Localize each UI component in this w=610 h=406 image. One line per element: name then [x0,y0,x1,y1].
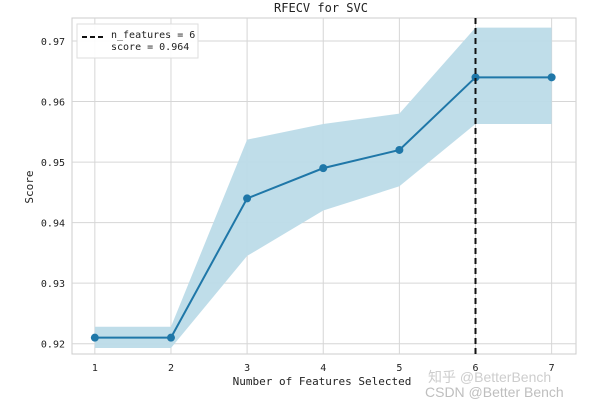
score-point [395,145,404,154]
y-axis-label: Score [23,170,36,203]
y-tick-label: 0.92 [41,340,65,351]
y-tick-label: 0.96 [41,98,65,109]
x-tick-label: 4 [320,363,326,374]
score-point [166,333,175,342]
score-point [547,73,556,82]
watermark-zhihu: 知乎 @BetterBench [428,369,551,385]
y-tick-label: 0.95 [41,158,65,169]
score-points [90,73,556,342]
score-point [471,73,480,82]
x-tick-label: 7 [549,363,555,374]
x-axis-ticks: 1 2 3 4 5 6 7 [92,363,555,374]
x-tick-label: 6 [472,363,478,374]
legend: n_features = 6 score = 0.964 [76,23,199,59]
y-tick-label: 0.94 [41,219,65,230]
legend-n-features: n_features = 6 [111,30,195,41]
x-tick-label: 3 [244,363,250,374]
x-axis-label: Number of Features Selected [233,375,412,388]
x-tick-label: 2 [168,363,174,374]
legend-box [76,23,199,59]
watermark-csdn: CSDN @Better Bench [425,384,564,400]
score-point [319,164,328,173]
legend-score: score = 0.964 [111,42,189,53]
x-tick-label: 1 [92,363,98,374]
y-axis-ticks: 0.92 0.93 0.94 0.95 0.96 0.97 [41,37,65,351]
y-tick-label: 0.97 [41,37,65,48]
score-point [243,194,252,203]
y-tick-label: 0.93 [41,279,65,290]
x-tick-label: 5 [396,363,402,374]
score-point [90,333,99,342]
chart-title: RFECV for SVC [274,1,368,15]
